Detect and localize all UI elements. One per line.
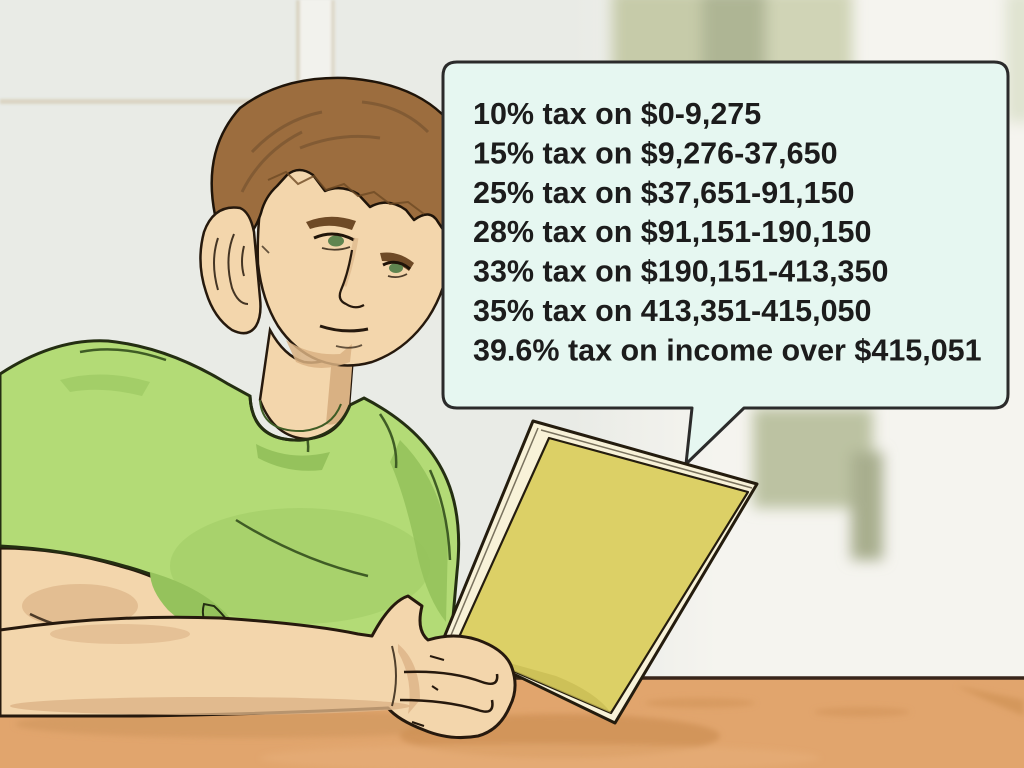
tax-line-1: 10% tax on $0-9,275 [473, 97, 761, 131]
man-head [199, 76, 461, 368]
finger-lines [391, 645, 499, 727]
cheek-line [261, 245, 270, 254]
tax-line-3: 25% tax on $37,651-91,150 [473, 176, 855, 210]
ear-shape [199, 206, 262, 335]
hair-fringe-detail [267, 170, 425, 215]
hand-shadow [398, 644, 420, 714]
facial-features [261, 216, 414, 349]
ear-inner-lines [213, 233, 249, 305]
page-edge-line-top [540, 429, 753, 489]
right-eye-iris [328, 235, 344, 247]
right-eye-upper-lid [313, 232, 355, 242]
left-eye-upper-lid [382, 260, 411, 271]
tax-line-6: 35% tax on 413,351-415,050 [473, 294, 871, 328]
nose [338, 249, 365, 309]
wall-seam-horizontal [0, 99, 300, 104]
tax-bracket-text: 10% tax on $0-9,275 15% tax on $9,276-37… [473, 97, 982, 367]
speech-bubble-shape [441, 60, 1010, 466]
collar-hem-outer [248, 395, 352, 442]
speech-bubble: 10% tax on $0-9,275 15% tax on $9,276-37… [441, 60, 1010, 466]
tax-line-4: 28% tax on $91,151-190,150 [473, 215, 871, 249]
right-eye-lower-lid [321, 246, 351, 251]
mouth [319, 324, 369, 333]
tax-line-5: 33% tax on $190,151-413,350 [473, 255, 888, 289]
tax-line-2: 15% tax on $9,276-37,650 [473, 136, 838, 170]
left-eye-iris [389, 263, 403, 273]
window-sill-shadow [851, 452, 883, 560]
forearm-shadow [10, 697, 410, 715]
collar-hem-inner [259, 399, 342, 433]
upper-arm-shadow [22, 584, 138, 628]
curtain-edge-strip [1006, 0, 1024, 122]
shirt-fold-lines [79, 348, 452, 578]
tax-line-7: 39.6% tax on income over $415,051 [473, 333, 982, 367]
left-eye-lower-lid [387, 273, 408, 279]
hair-texture [240, 100, 430, 193]
right-forearm-hand [0, 594, 517, 739]
right-eyebrow [306, 216, 356, 230]
chin-crease [335, 344, 363, 349]
document-folder [441, 419, 759, 725]
man-figure [0, 76, 470, 710]
ear [199, 206, 262, 335]
page-edge-line-left [448, 427, 539, 641]
jaw-shadow [286, 340, 352, 368]
shirt-collar [248, 395, 352, 442]
forearm-top-shadow [50, 624, 190, 644]
